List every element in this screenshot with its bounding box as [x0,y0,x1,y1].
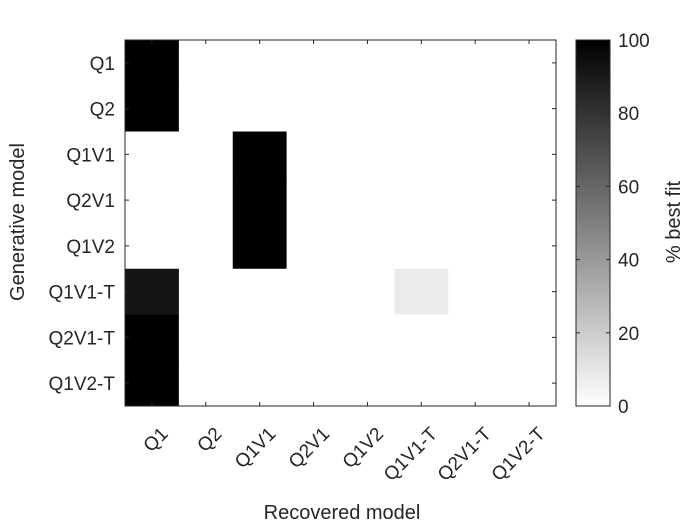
cell-q1v2-q2 [178,223,234,270]
cell-q1-q1v1-t [394,40,449,87]
cell-q1v1-t-q2v1-t [448,268,503,315]
cell-q1v2-q1v2 [340,223,395,270]
cell-q1v1-q2v1 [286,131,341,178]
cell-q1-q2 [178,40,234,87]
cell-q2v1-q1v2 [340,177,395,224]
cell-q2-q2 [178,85,234,132]
cell-q1v1-q2 [178,131,234,178]
cell-q1v2-q1v1 [232,223,288,270]
x-tick-label-q2v1-t: Q2V1-T [434,423,496,485]
colorbar-label: % best fit [663,180,685,263]
y-tick-label-q2v1: Q2V1 [66,191,115,212]
cell-q1v2-t-q1v1-t [394,360,449,407]
cell-q1v1-q2v1-t [448,131,503,178]
y-tick-labels: Q1 Q2 Q1V1 Q2V1 Q1V2 Q1V1-T Q2V1-T Q1V2-T [48,54,115,395]
y-axis-label: Generative model [7,143,29,301]
y-tick-label-q2: Q2 [90,100,115,121]
cell-q1v1-t-q1 [125,268,180,315]
cell-q2v1-q1v2-t [502,177,557,224]
cell-q2-q1v2 [340,85,395,132]
cell-q2-q1v1-t [394,85,449,132]
colorbar-tick-label-60: 60 [618,177,639,198]
x-tick-label-q2v1: Q2V1 [285,424,334,473]
cell-q1v2-t-q2v1 [286,360,341,407]
cell-q2v1-q2 [178,177,234,224]
cell-q1v2-t-q1v2-t [502,360,557,407]
cell-q2v1-t-q1v2-t [502,314,557,361]
x-tick-label-q1v1: Q1V1 [231,424,280,473]
cell-q2v1-q1 [125,177,180,224]
plot-frame [124,39,557,407]
cell-q1v2-t-q2 [178,360,234,407]
colorbar-tick-label-40: 40 [618,251,639,272]
cell-q1-q2v1-t [448,40,503,87]
cell-q2v1-q1v1-t [394,177,449,224]
cell-q1v2-t-q1v1 [232,360,288,407]
cell-q2v1-t-q1 [125,314,180,361]
x-axis-label: Recovered model [264,502,421,524]
colorbar-tick-label-80: 80 [618,104,639,125]
cell-q1-q2v1 [286,40,341,87]
cell-q2v1-t-q1v1-t [394,314,449,361]
colorbar-tick-label-20: 20 [618,324,639,345]
cell-q1-q1v1 [232,40,288,87]
colorbar-ticks: 0 20 40 60 80 100 [576,31,650,418]
cell-q1v2-q1v2-t [502,223,557,270]
cell-q1v2-q1v1-t [394,223,449,270]
y-tick-label-q1v1: Q1V1 [66,145,115,166]
y-tick-label-q1v2: Q1V2 [66,237,115,258]
cell-q1v1-t-q1v1-t [394,268,449,315]
cell-q1v1-t-q1v2-t [502,268,557,315]
cell-q1-q1v2-t [502,40,557,87]
y-tick-label-q1v2-t: Q1V2-T [48,374,115,395]
cell-q2v1-t-q1v1 [232,314,288,361]
cell-q2-q2v1-t [448,85,503,132]
cell-q1v1-t-q2v1 [286,268,341,315]
cell-q2v1-q2v1-t [448,177,503,224]
cell-q2v1-q1v1 [232,177,288,224]
cell-q1v2-q2v1-t [448,223,503,270]
y-tick-label-q1v1-t: Q1V1-T [48,283,115,304]
cell-q1-q1 [125,40,180,87]
cell-q1v1-t-q1v1 [232,268,288,315]
cell-q1v1-t-q2 [178,268,234,315]
cell-q2v1-q2v1 [286,177,341,224]
cell-q1-q1v2 [340,40,395,87]
cell-q1v1-q1v1 [232,131,288,178]
cell-q1v1-q1v2 [340,131,395,178]
cell-q1v1-q1v2-t [502,131,557,178]
x-tick-label-q1v2-t: Q1V2-T [488,423,550,485]
cell-q1v2-t-q1v2 [340,360,395,407]
cell-q2-q1 [125,85,180,132]
cell-q1v2-q1 [125,223,180,270]
x-tick-label-q1v2: Q1V2 [339,424,388,473]
cell-q2v1-t-q2 [178,314,234,361]
cell-q1v2-t-q1 [125,360,180,407]
axis-ticks [125,40,556,406]
x-tick-label-q1v1-t: Q1V1-T [380,423,442,485]
heatmap-cells [125,40,557,407]
cell-q2v1-t-q1v2 [340,314,395,361]
y-tick-label-q1: Q1 [90,54,115,75]
colorbar-tick-label-100: 100 [618,31,650,52]
cell-q2-q1v2-t [502,85,557,132]
y-tick-label-q2v1-t: Q2V1-T [48,328,115,349]
x-tick-label-q1: Q1 [140,424,173,457]
colorbar [575,39,611,407]
cell-q1v1-q1 [125,131,180,178]
colorbar-tick-label-0: 0 [618,397,629,418]
cell-q1v1-q1v1-t [394,131,449,178]
cell-q1v2-q2v1 [286,223,341,270]
cell-q2-q2v1 [286,85,341,132]
cell-q2v1-t-q2v1-t [448,314,503,361]
cell-q1v1-t-q1v2 [340,268,395,315]
cell-q2-q1v1 [232,85,288,132]
cell-q1v2-t-q2v1-t [448,360,503,407]
cell-q2v1-t-q2v1 [286,314,341,361]
x-tick-label-q2: Q2 [194,424,227,457]
